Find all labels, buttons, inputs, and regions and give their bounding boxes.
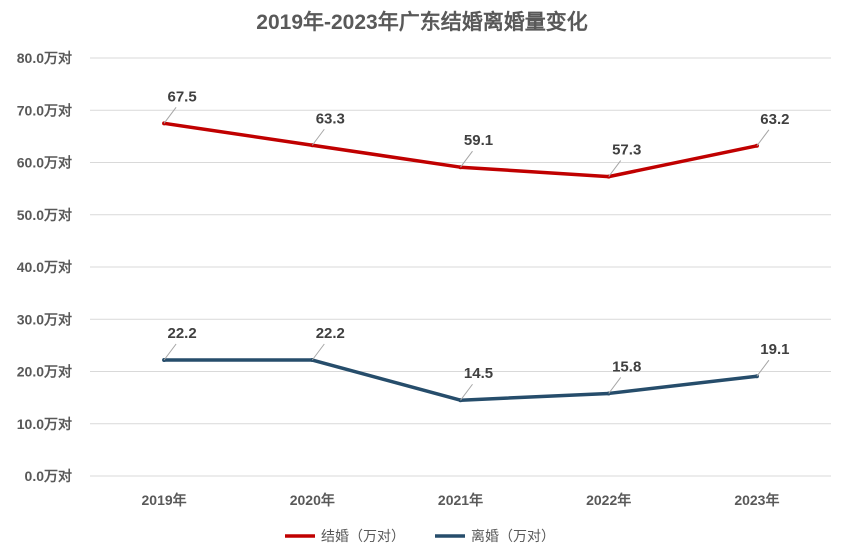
- series-line-2: [162, 358, 759, 402]
- y-tick-label: 20.0万对: [17, 364, 72, 380]
- y-tick-label: 80.0万对: [17, 50, 72, 66]
- leader-line: [460, 383, 473, 401]
- x-tick-label: 2022年: [586, 492, 631, 508]
- y-tick-label: 40.0万对: [17, 259, 72, 275]
- leader-line: [163, 343, 177, 361]
- leader-line: [163, 107, 177, 124]
- y-tick-label: 30.0万对: [17, 311, 72, 327]
- chart-title: 2019年-2023年广东结婚离婚量变化: [256, 10, 587, 34]
- data-labels: 67.5 63.3 59.1 57.3 63.2 22.2 22.2 14.5 15.8 19.1: [163, 88, 790, 401]
- x-axis-tick-labels: 2019年 2020年 2021年 2022年 2023年: [142, 492, 780, 508]
- legend-label: 结婚（万对）: [321, 528, 405, 544]
- legend: 结婚（万对） 离婚（万对）: [285, 528, 555, 544]
- x-tick-label: 2020年: [290, 492, 335, 508]
- data-label: 63.2: [760, 111, 789, 128]
- leader-line: [311, 128, 325, 146]
- series-group: [162, 121, 759, 403]
- data-label: 15.8: [612, 358, 641, 375]
- y-tick-label: 50.0万对: [17, 207, 72, 223]
- leader-line: [756, 129, 770, 147]
- data-label: 63.3: [316, 110, 345, 127]
- y-tick-label: 70.0万对: [17, 102, 72, 118]
- leader-line: [460, 150, 473, 168]
- y-tick-label: 10.0万对: [17, 416, 72, 432]
- y-tick-label: 0.0万对: [25, 468, 72, 484]
- leader-line: [608, 160, 622, 177]
- data-label: 19.1: [760, 341, 789, 358]
- data-label: 22.2: [316, 325, 345, 342]
- leader-line: [756, 359, 770, 377]
- data-label: 59.1: [464, 132, 493, 149]
- data-label: 57.3: [612, 142, 641, 159]
- x-tick-label: 2023年: [734, 492, 779, 508]
- data-label: 14.5: [464, 365, 493, 382]
- leader-line: [608, 377, 622, 394]
- legend-label: 离婚（万对）: [471, 528, 555, 544]
- gridlines: [90, 57, 831, 477]
- y-axis-tick-labels: 0.0万对 10.0万对 20.0万对 30.0万对 40.0万对 50.0万对 60.0万…: [17, 50, 72, 484]
- data-label: 67.5: [167, 88, 196, 105]
- leader-line: [311, 343, 325, 361]
- y-tick-label: 60.0万对: [17, 155, 72, 171]
- data-label: 22.2: [167, 325, 196, 342]
- x-tick-label: 2019年: [142, 492, 187, 508]
- x-tick-label: 2021年: [438, 492, 483, 508]
